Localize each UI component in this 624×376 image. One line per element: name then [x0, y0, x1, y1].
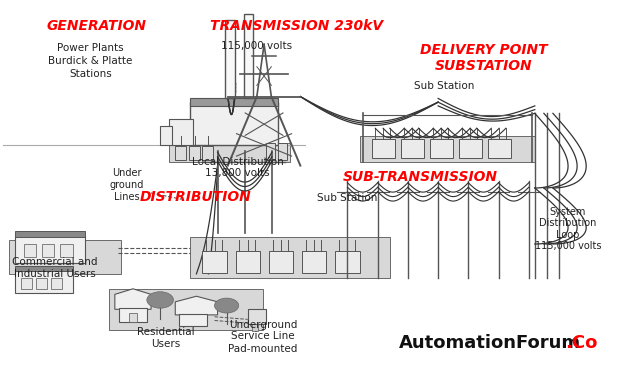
FancyBboxPatch shape	[202, 252, 227, 273]
Text: Stations: Stations	[69, 69, 112, 79]
FancyBboxPatch shape	[15, 231, 85, 237]
FancyBboxPatch shape	[401, 139, 424, 158]
Text: Pad-mounted: Pad-mounted	[228, 344, 298, 354]
FancyBboxPatch shape	[189, 146, 200, 160]
FancyBboxPatch shape	[252, 324, 258, 331]
Text: Sub Station: Sub Station	[414, 82, 474, 91]
FancyBboxPatch shape	[225, 20, 235, 99]
FancyBboxPatch shape	[42, 244, 54, 257]
Text: Sub Station: Sub Station	[317, 193, 378, 203]
Polygon shape	[115, 289, 151, 309]
Text: SUBSTATION: SUBSTATION	[435, 59, 532, 73]
FancyBboxPatch shape	[15, 235, 85, 263]
FancyBboxPatch shape	[459, 139, 482, 158]
FancyBboxPatch shape	[248, 309, 266, 324]
FancyBboxPatch shape	[266, 143, 275, 160]
FancyBboxPatch shape	[269, 252, 293, 273]
Text: Residential
Users: Residential Users	[137, 327, 195, 349]
FancyBboxPatch shape	[335, 252, 359, 273]
Text: Underground
Service Line: Underground Service Line	[228, 320, 297, 341]
FancyBboxPatch shape	[372, 139, 394, 158]
Polygon shape	[9, 240, 121, 274]
Polygon shape	[169, 143, 290, 162]
FancyBboxPatch shape	[175, 146, 186, 160]
Text: SUB-TRANSMISSION: SUB-TRANSMISSION	[343, 170, 497, 184]
Text: DISTRIBUTION: DISTRIBUTION	[139, 190, 251, 204]
Text: AutomationForum: AutomationForum	[399, 334, 581, 352]
FancyBboxPatch shape	[302, 252, 326, 273]
FancyBboxPatch shape	[169, 119, 193, 145]
FancyBboxPatch shape	[278, 143, 287, 160]
FancyBboxPatch shape	[180, 314, 207, 326]
Circle shape	[147, 292, 173, 308]
Text: System
Distribution
Loop
115,000 volts: System Distribution Loop 115,000 volts	[535, 207, 602, 252]
FancyBboxPatch shape	[488, 139, 510, 158]
FancyBboxPatch shape	[190, 102, 278, 145]
FancyBboxPatch shape	[119, 308, 147, 322]
Text: Under
ground
Lines: Under ground Lines	[110, 168, 144, 202]
FancyBboxPatch shape	[243, 14, 253, 99]
FancyBboxPatch shape	[51, 278, 62, 289]
FancyBboxPatch shape	[36, 278, 47, 289]
Circle shape	[215, 298, 239, 313]
FancyBboxPatch shape	[24, 244, 36, 257]
FancyBboxPatch shape	[21, 278, 32, 289]
Text: DELIVERY POINT: DELIVERY POINT	[419, 43, 547, 57]
FancyBboxPatch shape	[202, 146, 213, 160]
Text: Commercial and
Industrial Users: Commercial and Industrial Users	[12, 258, 97, 279]
Polygon shape	[175, 296, 218, 315]
Text: Power Plants: Power Plants	[57, 43, 124, 53]
Text: 13,800 volts: 13,800 volts	[205, 168, 270, 178]
FancyBboxPatch shape	[129, 313, 137, 322]
Polygon shape	[109, 289, 263, 330]
Text: GENERATION: GENERATION	[47, 19, 147, 33]
Text: 115,000 volts: 115,000 volts	[222, 41, 293, 51]
Text: TRANSMISSION 230kV: TRANSMISSION 230kV	[210, 19, 383, 33]
Text: Local Distribution: Local Distribution	[192, 157, 283, 167]
FancyBboxPatch shape	[430, 139, 452, 158]
FancyBboxPatch shape	[236, 252, 260, 273]
FancyBboxPatch shape	[61, 244, 72, 257]
FancyBboxPatch shape	[160, 126, 172, 145]
Text: .Co: .Co	[565, 334, 597, 352]
Polygon shape	[359, 136, 535, 162]
FancyBboxPatch shape	[15, 270, 72, 293]
Text: Burdick & Platte: Burdick & Platte	[49, 56, 133, 66]
Polygon shape	[190, 237, 390, 277]
FancyBboxPatch shape	[15, 266, 72, 271]
FancyBboxPatch shape	[190, 99, 278, 106]
